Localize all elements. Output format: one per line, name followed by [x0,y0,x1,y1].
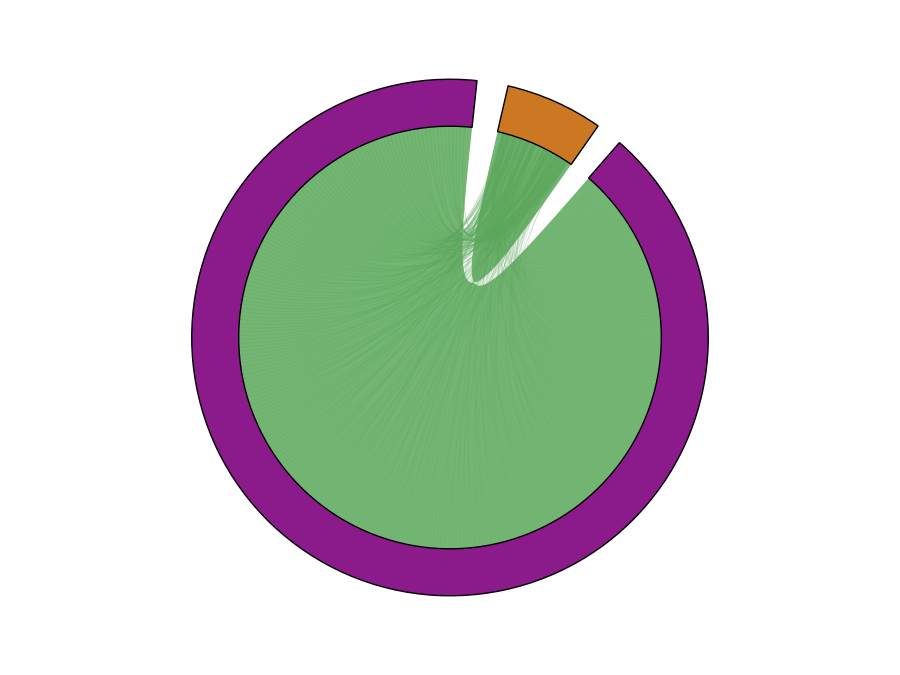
Wedge shape [498,86,598,165]
Polygon shape [238,126,662,549]
Wedge shape [192,79,708,596]
